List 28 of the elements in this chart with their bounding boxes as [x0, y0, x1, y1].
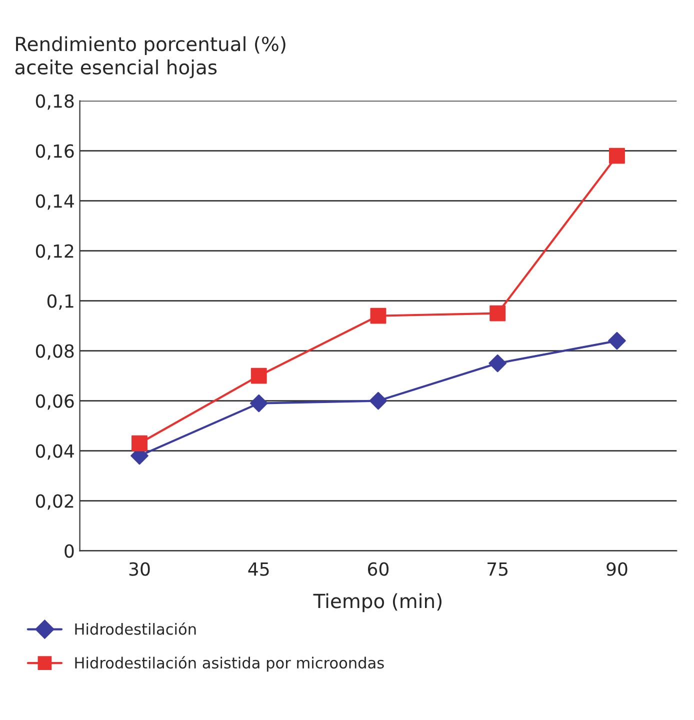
y-tick-label: 0,12	[36, 244, 74, 260]
legend-label: Hidrodestilación	[75, 622, 196, 635]
y-tick-label: 0,04	[36, 444, 74, 460]
y-axis-title: Rendimiento porcentual (%) aceite esencial hojas	[15, 36, 286, 78]
legend-label: Hidrodestilación asistida por microondas	[75, 656, 384, 672]
point	[490, 305, 506, 322]
y-tick-label: 0,16	[36, 144, 74, 160]
point	[250, 368, 267, 384]
point	[250, 394, 268, 412]
y-tick-label: 0	[64, 544, 74, 558]
point	[370, 308, 386, 324]
x-tick-label: 45	[248, 562, 269, 576]
x-axis-title: Tiempo (min)	[313, 593, 442, 612]
point	[369, 392, 388, 410]
point	[488, 354, 507, 372]
x-tick-label: 75	[488, 562, 508, 576]
y-tick-label: 0,02	[36, 494, 74, 510]
x-tick-label: 60	[368, 562, 389, 576]
y-tick-label: 0,06	[36, 394, 74, 410]
y-tick-label: 0,18	[36, 94, 74, 110]
x-tick-label: 90	[606, 562, 628, 576]
y-tick-label: 0,14	[36, 194, 74, 210]
point	[608, 148, 625, 164]
y-tick-label: 0,1	[47, 294, 74, 310]
point	[132, 435, 148, 452]
y-tick-label: 0,08	[36, 344, 74, 360]
x-tick-label: 30	[129, 562, 150, 576]
point	[608, 332, 626, 350]
